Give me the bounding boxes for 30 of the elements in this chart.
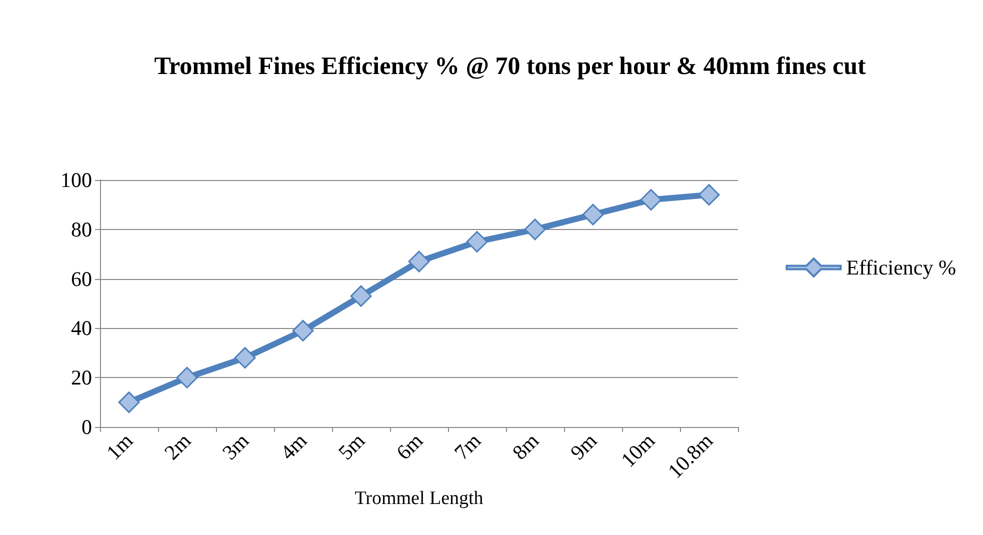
x-tick-label: 8m [508, 428, 544, 464]
x-tick-label: 6m [392, 428, 428, 464]
point [698, 184, 720, 206]
point [466, 231, 488, 252]
point [176, 366, 198, 388]
y-tick-label: 80 [71, 217, 92, 242]
x-tick-label: 10m [616, 428, 660, 472]
point [640, 189, 662, 211]
x-tick-label: 1m [102, 428, 138, 464]
point [118, 392, 140, 414]
point [234, 347, 256, 369]
x-tick-label: 5m [334, 428, 370, 464]
x-tick-label: 4m [276, 428, 312, 464]
point [292, 320, 314, 342]
point [350, 285, 372, 307]
point [524, 218, 546, 240]
x-tick-label: 3m [218, 428, 254, 464]
y-tick-label: 60 [71, 266, 92, 291]
legend-label: Efficiency % [846, 256, 956, 280]
x-axis-title: Trommel Length [354, 488, 484, 509]
chart-title: Trommel Fines Efficiency % @ 70 tons per hour & 40mm fines cut [154, 53, 866, 80]
y-tick-label: 20 [71, 366, 92, 390]
y-tick-label: 100 [60, 168, 92, 192]
y-tick-label: 0 [82, 415, 92, 439]
point [582, 204, 604, 226]
y-tick-label: 40 [71, 316, 92, 340]
x-tick-label: 7m [450, 428, 486, 464]
x-tick-label: 9m [566, 428, 602, 464]
x-tick-label: 2m [160, 428, 196, 464]
point [408, 250, 430, 272]
